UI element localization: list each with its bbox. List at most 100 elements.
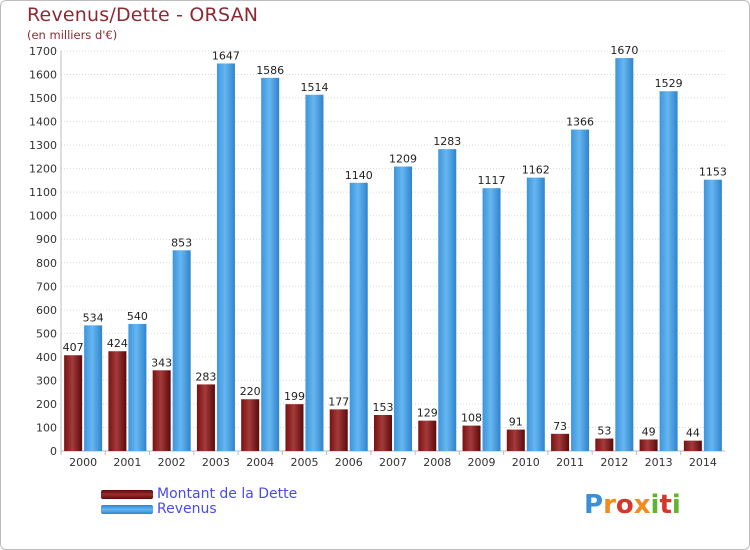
y-tick-label: 1300 [29, 139, 57, 152]
x-tick-label: 2011 [556, 456, 584, 469]
x-tick-label: 2003 [202, 456, 230, 469]
data-label-dette: 129 [417, 407, 438, 420]
bar-revenus [615, 58, 634, 451]
bar-dette [506, 429, 525, 451]
bar-dette [418, 420, 437, 451]
data-label-revenus: 1140 [345, 169, 373, 182]
bar-revenus [482, 188, 501, 452]
data-label-revenus: 1153 [699, 166, 727, 179]
data-label-dette: 407 [63, 341, 84, 354]
data-label-dette: 343 [151, 356, 172, 369]
data-label-revenus: 1514 [300, 81, 328, 94]
data-label-dette: 73 [553, 420, 567, 433]
bar-dette [374, 415, 392, 451]
data-label-dette: 44 [686, 427, 700, 440]
data-label-revenus: 1529 [655, 77, 683, 90]
chart-title: Revenus/Dette - ORSAN [27, 4, 259, 26]
axes: 0 100 200 300 400 500 600 700 800 900 1000 1100 1200… [29, 45, 725, 469]
data-label-dette: 424 [107, 337, 128, 350]
bar-revenus [526, 177, 545, 451]
data-label-dette: 53 [597, 425, 611, 438]
y-tick-label: 1500 [29, 92, 57, 105]
x-tick-label: 2010 [512, 456, 540, 469]
data-label-dette: 199 [284, 390, 305, 403]
bar-dette [595, 438, 614, 451]
bar-revenus [128, 323, 147, 451]
y-tick-label: 700 [36, 280, 57, 293]
x-tick-label: 2013 [645, 456, 673, 469]
data-label-revenus: 1670 [610, 44, 638, 57]
bar-dette [196, 384, 215, 451]
data-label-revenus: 534 [83, 311, 104, 324]
bar-dette [462, 425, 481, 451]
y-tick-label: 1200 [29, 163, 57, 176]
bar-dette [241, 399, 260, 451]
y-tick-label: 900 [36, 233, 57, 246]
y-tick-label: 600 [36, 304, 57, 317]
data-label-revenus: 1586 [256, 64, 284, 77]
data-label-dette: 177 [328, 395, 349, 408]
data-label-revenus: 1162 [522, 164, 550, 177]
bar-dette [329, 409, 348, 451]
x-tick-label: 2009 [468, 456, 496, 469]
proxiti-logo: Proxiti [584, 490, 681, 520]
bar-dette [639, 439, 658, 451]
bar-revenus [84, 325, 103, 451]
x-tick-label: 2007 [379, 456, 407, 469]
x-tick-label: 2004 [246, 456, 274, 469]
data-label-revenus: 1283 [433, 135, 461, 148]
y-tick-label: 1600 [29, 69, 57, 82]
y-tick-label: 500 [36, 327, 57, 340]
y-tick-label: 400 [36, 351, 57, 364]
legend-swatch-debt [101, 490, 153, 499]
bar-revenus [703, 179, 722, 452]
y-tick-label: 800 [36, 257, 57, 270]
bar-dette [551, 433, 570, 451]
legend-label-debt: Montant de la Dette [157, 486, 298, 502]
bar-revenus [659, 91, 678, 451]
data-label-dette: 153 [373, 401, 394, 414]
bar-dette [64, 355, 83, 451]
data-label-dette: 283 [195, 370, 216, 383]
data-label-revenus: 1366 [566, 116, 594, 129]
data-label-dette: 49 [642, 425, 656, 438]
bars [64, 58, 722, 452]
data-label-revenus: 1647 [212, 49, 240, 62]
bar-revenus [216, 63, 235, 452]
y-tick-label: 1100 [29, 186, 57, 199]
data-label-revenus: 1117 [478, 174, 506, 187]
y-tick-label: 100 [36, 421, 57, 434]
x-tick-label: 2001 [113, 456, 141, 469]
bar-dette [285, 404, 304, 451]
x-tick-label: 2008 [423, 456, 451, 469]
data-label-dette: 91 [509, 416, 523, 429]
bar-revenus [172, 250, 191, 451]
bar-revenus [349, 182, 368, 451]
x-tick-label: 2002 [158, 456, 186, 469]
data-label-dette: 220 [240, 385, 261, 398]
legend-label-revenus: Revenus [157, 501, 217, 517]
bar-revenus [571, 129, 590, 451]
y-tick-label: 1000 [29, 210, 57, 223]
x-tick-label: 2014 [689, 456, 717, 469]
bar-dette [683, 440, 702, 451]
x-tick-label: 2012 [600, 456, 628, 469]
y-tick-label: 200 [36, 398, 57, 411]
x-tick-label: 2000 [69, 456, 97, 469]
chart-subtitle: (en milliers d'€) [27, 28, 118, 42]
data-label-revenus: 540 [127, 310, 148, 323]
y-tick-label: 300 [36, 374, 57, 387]
y-tick-label: 1700 [29, 45, 57, 58]
bar-revenus [261, 77, 280, 451]
data-label-revenus: 853 [171, 236, 192, 249]
bar-revenus [438, 149, 457, 451]
y-tick-label: 1400 [29, 116, 57, 129]
bar-revenus [305, 94, 324, 451]
data-label-revenus: 1209 [389, 153, 417, 166]
bar-dette [152, 370, 171, 451]
x-tick-label: 2006 [335, 456, 363, 469]
data-label-dette: 108 [461, 412, 482, 425]
